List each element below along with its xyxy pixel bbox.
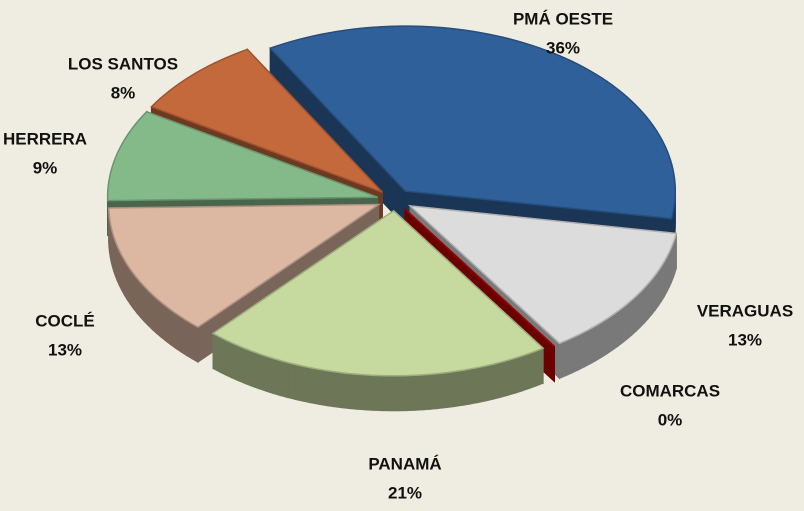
value-label: 21% — [388, 483, 422, 502]
slice-side — [584, 327, 592, 368]
slice-side — [405, 374, 415, 412]
category-label: COMARCAS — [620, 381, 720, 400]
slice-side — [651, 273, 657, 316]
slice-side — [180, 316, 188, 357]
slice-side — [644, 282, 650, 324]
slice-side — [389, 375, 399, 412]
slice-side — [559, 339, 567, 380]
slice-side — [571, 334, 580, 374]
slice-side — [279, 359, 289, 399]
slice-side — [617, 306, 624, 348]
slice-side — [136, 276, 141, 319]
slice-side — [160, 301, 167, 343]
slice-side — [309, 367, 319, 405]
slice-side — [143, 284, 149, 327]
slice-side — [648, 277, 653, 320]
slice-side — [170, 308, 177, 350]
slice-side — [147, 288, 153, 331]
slice-side — [175, 312, 182, 353]
slice-top — [268, 25, 677, 220]
category-label: PMÁ OESTE — [513, 9, 613, 28]
slice-side — [302, 365, 311, 404]
slice-side — [469, 366, 479, 405]
category-label: PANAMÁ — [368, 454, 441, 473]
category-label: LOS SANTOS — [68, 54, 178, 73]
slice-side — [251, 350, 260, 390]
slice-side — [317, 368, 327, 407]
slice-side — [521, 352, 530, 392]
slice-top — [106, 110, 378, 202]
value-label: 0% — [658, 410, 683, 429]
slice-side — [397, 375, 407, 412]
slice-top — [211, 209, 545, 377]
slice-side — [461, 368, 471, 406]
slice-side — [272, 357, 281, 397]
slice-side — [578, 330, 586, 371]
slice-side — [514, 355, 523, 394]
slice-side — [265, 355, 274, 395]
slice-side — [636, 290, 642, 332]
slice-side — [258, 353, 267, 392]
slice-side — [631, 294, 638, 336]
slice-side — [601, 317, 608, 358]
slice-top — [407, 204, 678, 345]
value-label: 36% — [546, 38, 580, 57]
pie-slice — [211, 209, 545, 412]
slice-side — [244, 347, 253, 387]
slice-side — [535, 347, 544, 387]
slice-side — [357, 373, 367, 411]
value-label: 13% — [728, 330, 762, 349]
slice-side — [151, 293, 157, 335]
slice-side — [373, 374, 383, 412]
slice-side — [165, 305, 172, 346]
slice-side — [421, 373, 431, 411]
slice-side — [492, 361, 501, 400]
slice-side — [477, 365, 486, 404]
slice-side — [453, 369, 463, 408]
slice-side — [528, 350, 537, 390]
slice-side — [132, 271, 138, 314]
slice-side — [484, 363, 494, 402]
slice-side — [294, 363, 304, 402]
slice-side — [437, 372, 447, 410]
slice-side — [640, 286, 646, 328]
slice-side — [237, 344, 246, 385]
slice-side — [622, 302, 629, 344]
slice-side — [325, 369, 335, 408]
slice-side — [191, 322, 199, 363]
slice-side — [595, 321, 603, 362]
slice-top — [404, 208, 555, 347]
value-label: 9% — [33, 158, 58, 177]
slice-top — [150, 48, 383, 193]
slice-side — [381, 375, 391, 412]
slice-side — [445, 370, 455, 409]
category-label: HERRERA — [3, 129, 87, 148]
slice-side — [341, 372, 351, 410]
value-label: 8% — [111, 83, 136, 102]
slice-side — [507, 357, 516, 396]
slice-side — [565, 336, 573, 377]
slice-side — [429, 372, 439, 410]
slice-side — [606, 313, 614, 355]
slice-side — [349, 373, 359, 410]
slice-side — [333, 371, 343, 409]
category-label: VERAGUAS — [697, 301, 793, 320]
value-label: 13% — [48, 340, 82, 359]
slice-top — [107, 203, 382, 328]
slice-side — [413, 374, 423, 411]
slice-side — [627, 298, 633, 340]
slice-side — [590, 324, 597, 365]
slice-side — [287, 361, 296, 401]
slice-side — [612, 310, 619, 351]
slice-side — [155, 297, 162, 339]
slice-side — [139, 280, 145, 323]
slice-side — [186, 319, 193, 360]
slice-side — [499, 359, 509, 398]
slice-side — [365, 374, 375, 411]
category-label: COCLÉ — [35, 311, 95, 330]
